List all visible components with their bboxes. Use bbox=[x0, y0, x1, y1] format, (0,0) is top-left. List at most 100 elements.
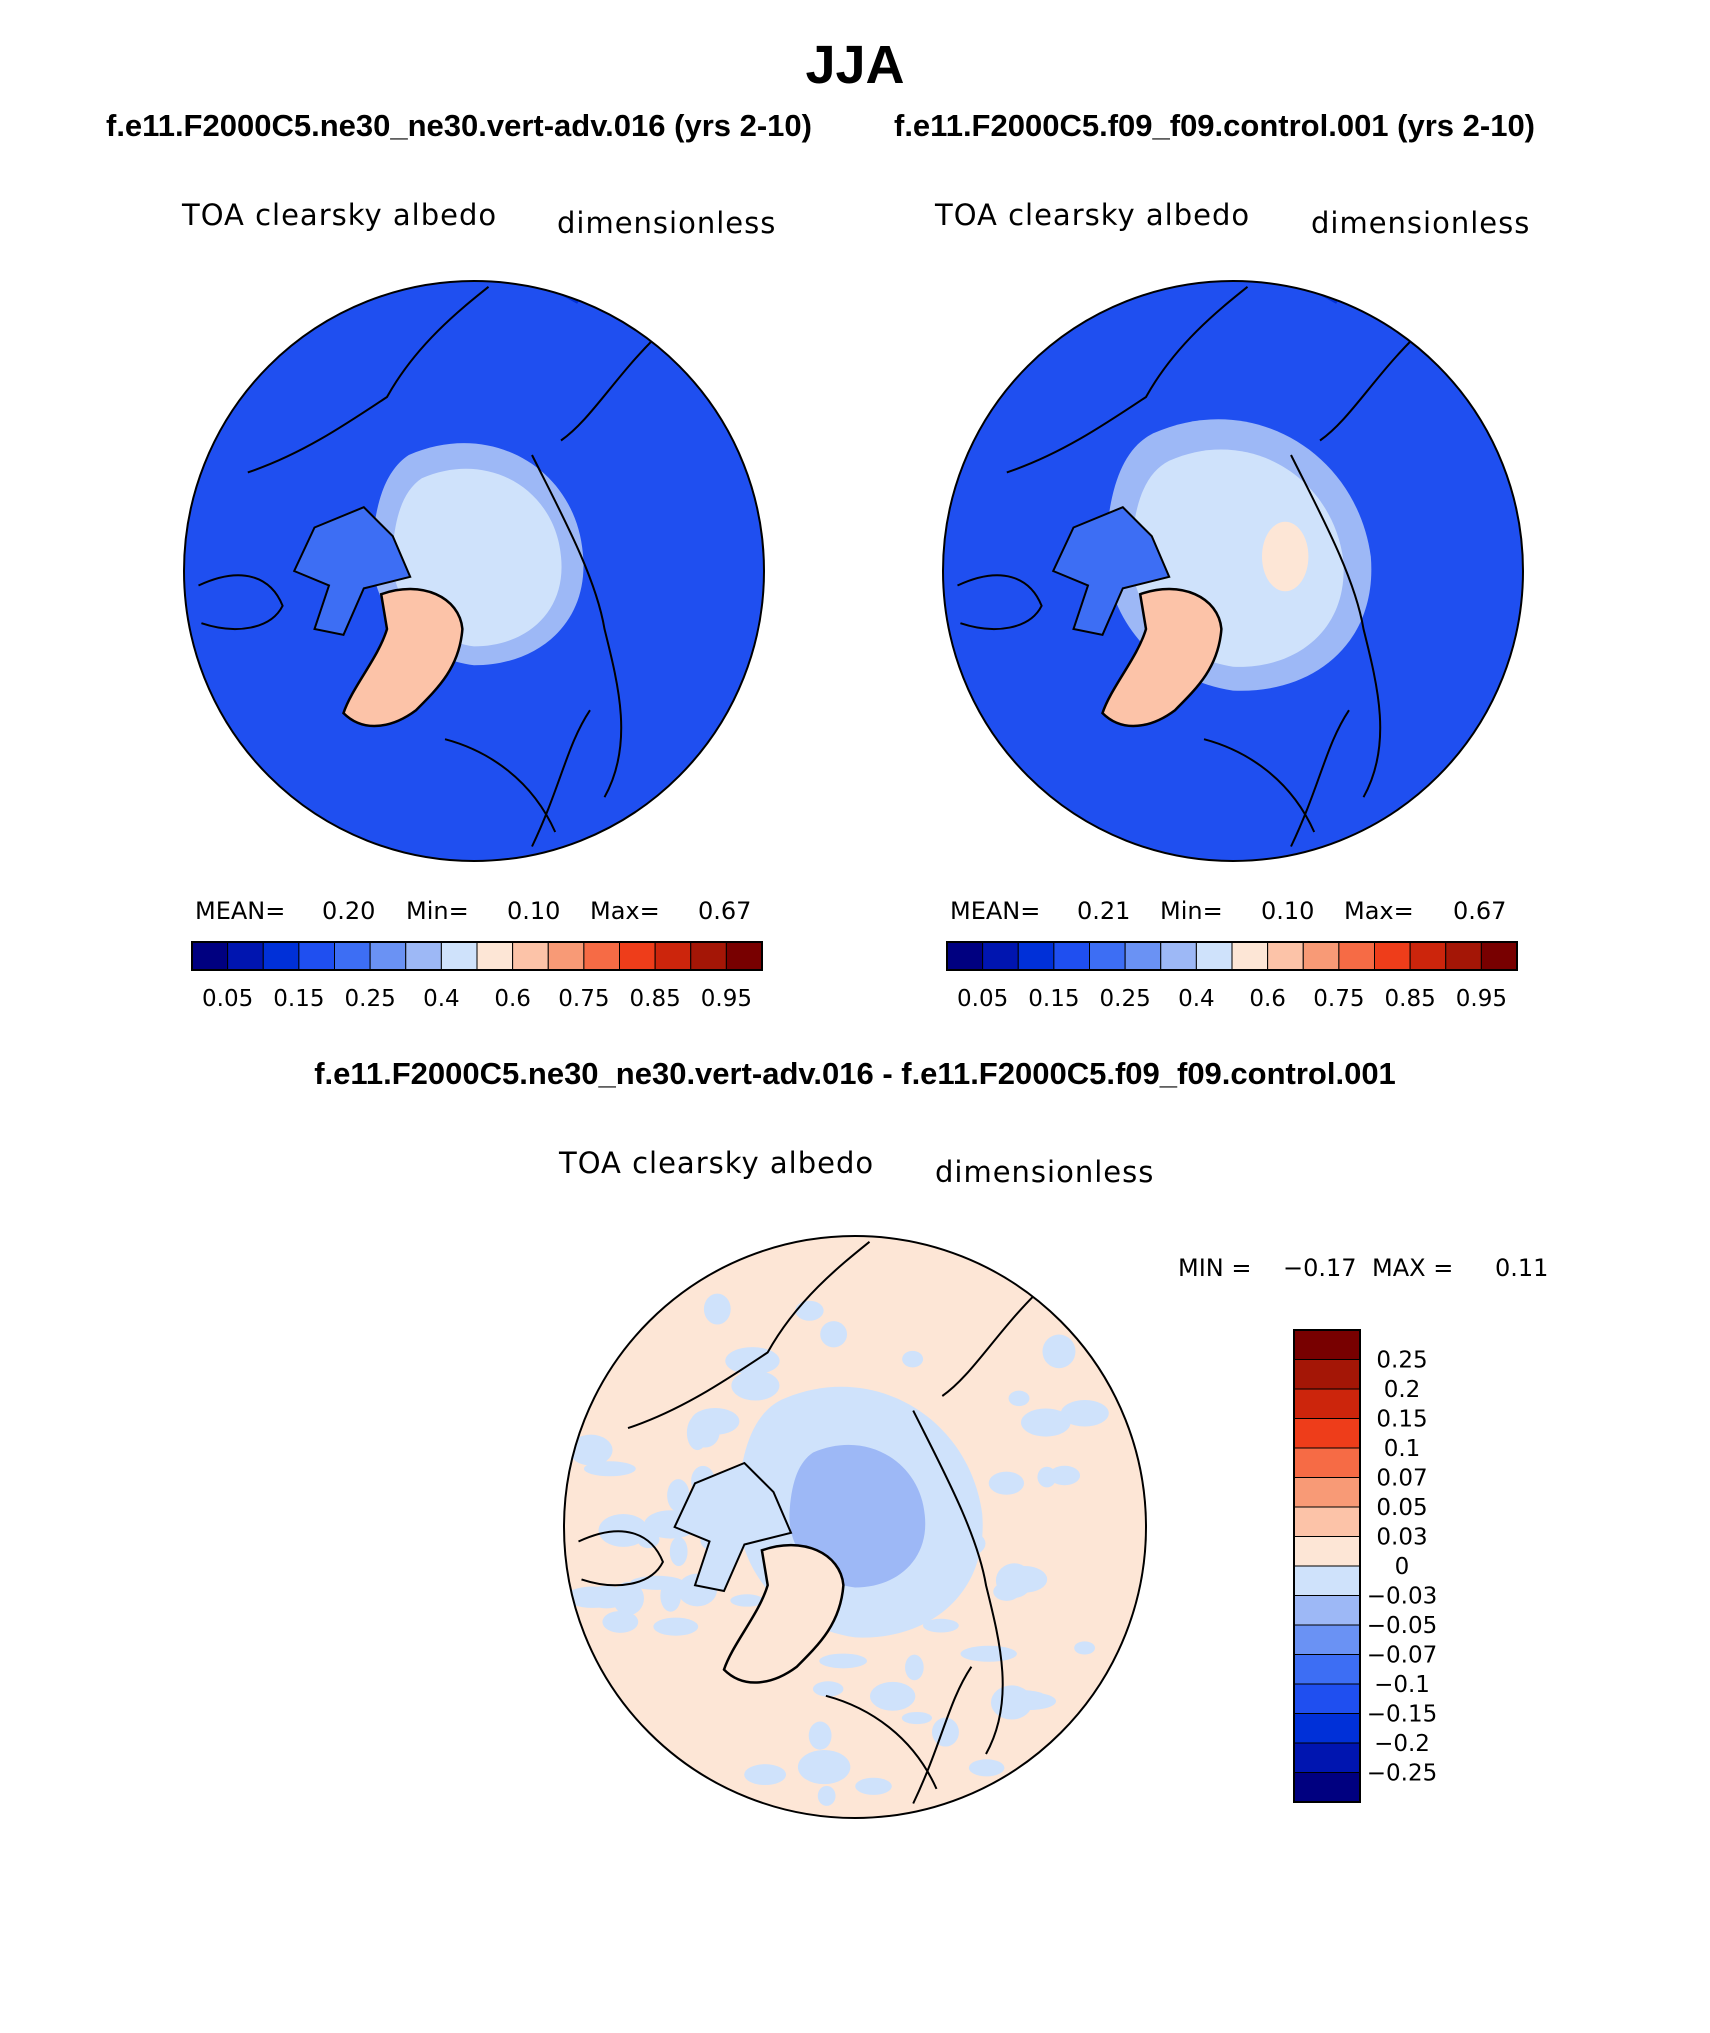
panel3-neg-patch bbox=[598, 1513, 649, 1547]
panel1-colorbar-swatch bbox=[725, 941, 763, 971]
panel2-ice-pos-patch bbox=[1262, 521, 1309, 592]
panel2-colorbar-frame bbox=[946, 941, 1518, 971]
panel3-colorbar-swatch bbox=[1293, 1388, 1361, 1419]
panel2-colorbar-swatch bbox=[1338, 941, 1375, 971]
panel3-neg-patch bbox=[855, 1777, 892, 1795]
panel3-tick-label: −0.07 bbox=[1367, 1643, 1437, 1669]
panel3-arctic-neg-core bbox=[789, 1444, 926, 1588]
panel3-neg-patch bbox=[990, 1685, 1033, 1720]
panel3-max-value: 0.11 bbox=[1495, 1254, 1549, 1282]
panel3-neg-patch bbox=[1049, 1465, 1081, 1486]
panel3-tick-label: −0.1 bbox=[1374, 1672, 1430, 1698]
panel3-archipelago bbox=[673, 1461, 793, 1593]
panel2-colorbar-tick-label: 0.95 bbox=[1456, 986, 1507, 1012]
panel3-coast-hudson bbox=[578, 1530, 664, 1587]
panel2-colorbar-tick-label: 0.25 bbox=[1100, 986, 1151, 1012]
panel3-colorbar-swatch bbox=[1293, 1654, 1361, 1685]
panel2-colorbar-swatch bbox=[946, 941, 984, 971]
panel1-map bbox=[183, 280, 765, 862]
panel3-colorbar-swatch bbox=[1293, 1713, 1361, 1744]
panel3-border bbox=[563, 1235, 1147, 1819]
panel1-colorbar-swatch bbox=[440, 941, 478, 971]
panel1-colorbar-tick-label: 0.4 bbox=[423, 986, 460, 1012]
panel3-map bbox=[563, 1235, 1147, 1819]
panel3-neg-patch bbox=[817, 1785, 836, 1806]
panel3-neg-patch bbox=[1042, 1334, 1076, 1369]
panel2-colorbar-swatch bbox=[1267, 941, 1304, 971]
panel1-min-label: Min= bbox=[406, 897, 469, 925]
page-title: JJA bbox=[805, 35, 905, 95]
panel2-map bbox=[942, 280, 1524, 862]
panel3-tick-label: 0.1 bbox=[1384, 1436, 1421, 1462]
panel1-colorbar-swatch bbox=[476, 941, 514, 971]
panel3-coast-coastS bbox=[825, 1666, 973, 1804]
panel3-greenland bbox=[722, 1543, 845, 1684]
panel3-max-label: MAX = bbox=[1372, 1254, 1454, 1282]
panel2-colorbar-tick-label: 0.4 bbox=[1178, 986, 1215, 1012]
panel1-colorbar-tick-label: 0.85 bbox=[630, 986, 681, 1012]
panel2-colorbar-tick-label: 0.15 bbox=[1028, 986, 1079, 1012]
panel3-neg-patch bbox=[612, 1581, 644, 1616]
panel3-neg-patch bbox=[653, 1617, 699, 1636]
panel2-colorbar-swatch bbox=[1124, 941, 1162, 971]
panel1-max-value: 0.67 bbox=[698, 897, 752, 925]
case-a-title: f.e11.F2000C5.ne30_ne30.vert-adv.016 (yr… bbox=[106, 108, 812, 143]
panel2-max-value: 0.67 bbox=[1453, 897, 1507, 925]
panel3-tick-label: −0.15 bbox=[1367, 1702, 1437, 1728]
panel1-colorbar-swatch bbox=[334, 941, 371, 971]
panel3-tick-label: 0.15 bbox=[1376, 1407, 1427, 1433]
panel2-coast-hudson bbox=[957, 574, 1043, 630]
panel1-colorbar-swatch bbox=[191, 941, 229, 971]
difference-title: f.e11.F2000C5.ne30_ne30.vert-adv.016 - f… bbox=[314, 1056, 1396, 1091]
panel1-mean-label: MEAN= bbox=[195, 897, 286, 925]
panel1-coast-coastS bbox=[444, 709, 591, 847]
panel1-max-label: Max= bbox=[590, 897, 660, 925]
panel3-tick-label: −0.03 bbox=[1367, 1584, 1437, 1610]
panel3-colorbar-swatch bbox=[1293, 1447, 1361, 1478]
panel1-colorbar-swatch bbox=[369, 941, 407, 971]
panel1-border bbox=[183, 280, 765, 862]
panel1-colorbar-swatch bbox=[619, 941, 656, 971]
panel3-colorbar-swatch bbox=[1293, 1772, 1361, 1803]
panel3-neg-patch bbox=[703, 1293, 731, 1325]
panel3-neg-patch bbox=[869, 1681, 916, 1711]
panel1-colorbar-swatch bbox=[512, 941, 549, 971]
panel3-neg-patch bbox=[1074, 1641, 1096, 1655]
panel1-colorbar-swatch bbox=[262, 941, 300, 971]
panel3-tick-label: 0.05 bbox=[1376, 1495, 1427, 1521]
panel3-colorbar-swatch bbox=[1293, 1624, 1361, 1655]
panel2-mean-label: MEAN= bbox=[950, 897, 1041, 925]
panel3-neg-patch bbox=[667, 1479, 690, 1512]
panel2-min-label: Min= bbox=[1160, 897, 1223, 925]
panel3-colorbar-swatch bbox=[1293, 1359, 1361, 1390]
panel2-colorbar-tick-label: 0.75 bbox=[1313, 986, 1364, 1012]
panel3-colorbar-swatch bbox=[1293, 1565, 1361, 1596]
panel1-colorbar-tick-label: 0.6 bbox=[494, 986, 531, 1012]
panel3-colorbar-swatch bbox=[1293, 1418, 1361, 1449]
panel3-neg-patch bbox=[669, 1536, 688, 1567]
panel2-colorbar-swatch bbox=[1445, 941, 1482, 971]
panel1-colorbar-tick-label: 0.95 bbox=[701, 986, 752, 1012]
panel3-neg-patch bbox=[1060, 1399, 1109, 1427]
panel1-archipelago bbox=[292, 506, 412, 636]
panel3-neg-patch bbox=[995, 1563, 1033, 1598]
panel1-colorbar-swatch bbox=[405, 941, 442, 971]
panel1-colorbar-swatch bbox=[583, 941, 620, 971]
panel2-min-value: 0.10 bbox=[1261, 897, 1315, 925]
panel3-neg-patch bbox=[960, 1645, 1017, 1662]
panel3-tick-label: 0.03 bbox=[1376, 1525, 1427, 1551]
panel3-neg-patch bbox=[730, 1594, 764, 1607]
panel1-colorbar-tick-label: 0.15 bbox=[273, 986, 324, 1012]
panel2-archipelago bbox=[1051, 506, 1171, 636]
panel3-neg-patch bbox=[820, 1321, 848, 1348]
panel3-colorbar-swatch bbox=[1293, 1683, 1361, 1714]
panel1-coast-coastE bbox=[531, 338, 655, 798]
panel2-border bbox=[942, 280, 1524, 862]
panel2-colorbar-swatch bbox=[1160, 941, 1197, 971]
panel2-colorbar-tick-label: 0.05 bbox=[957, 986, 1008, 1012]
panel1-colorbar-tick-label: 0.05 bbox=[202, 986, 253, 1012]
panel3-neg-patch bbox=[901, 1711, 933, 1725]
panel2-colorbar-swatch bbox=[1017, 941, 1055, 971]
panel1-greenland bbox=[342, 587, 464, 728]
